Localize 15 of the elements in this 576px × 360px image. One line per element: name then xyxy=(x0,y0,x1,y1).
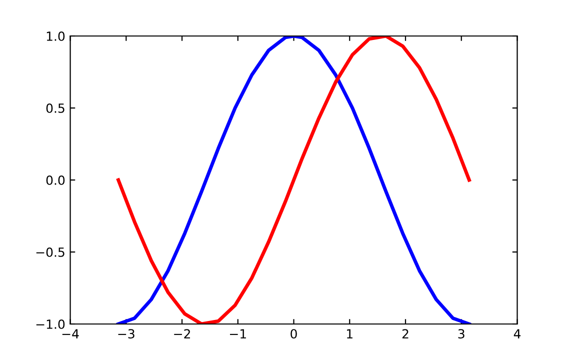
line-series xyxy=(116,36,471,324)
x-tick-label: 0 xyxy=(290,329,297,339)
x-tick-label: 2 xyxy=(402,329,408,338)
y-tick-label: 0.0 xyxy=(46,175,65,185)
x-tick-label: 3 xyxy=(458,329,464,339)
y-tick-label: 1.0 xyxy=(46,31,65,41)
x-tick-label: −1 xyxy=(230,329,246,338)
x-tick-label: −4 xyxy=(62,329,79,338)
y-tick-label: 0.5 xyxy=(46,103,64,113)
y-tick-label: −1.0 xyxy=(36,319,65,329)
y-tick-label: −0.5 xyxy=(36,247,64,257)
x-tick-label: −3 xyxy=(118,329,134,339)
x-tick-label: 1 xyxy=(347,329,352,338)
x-tick-label: −2 xyxy=(174,329,190,338)
x-tick-label: 4 xyxy=(514,329,521,338)
